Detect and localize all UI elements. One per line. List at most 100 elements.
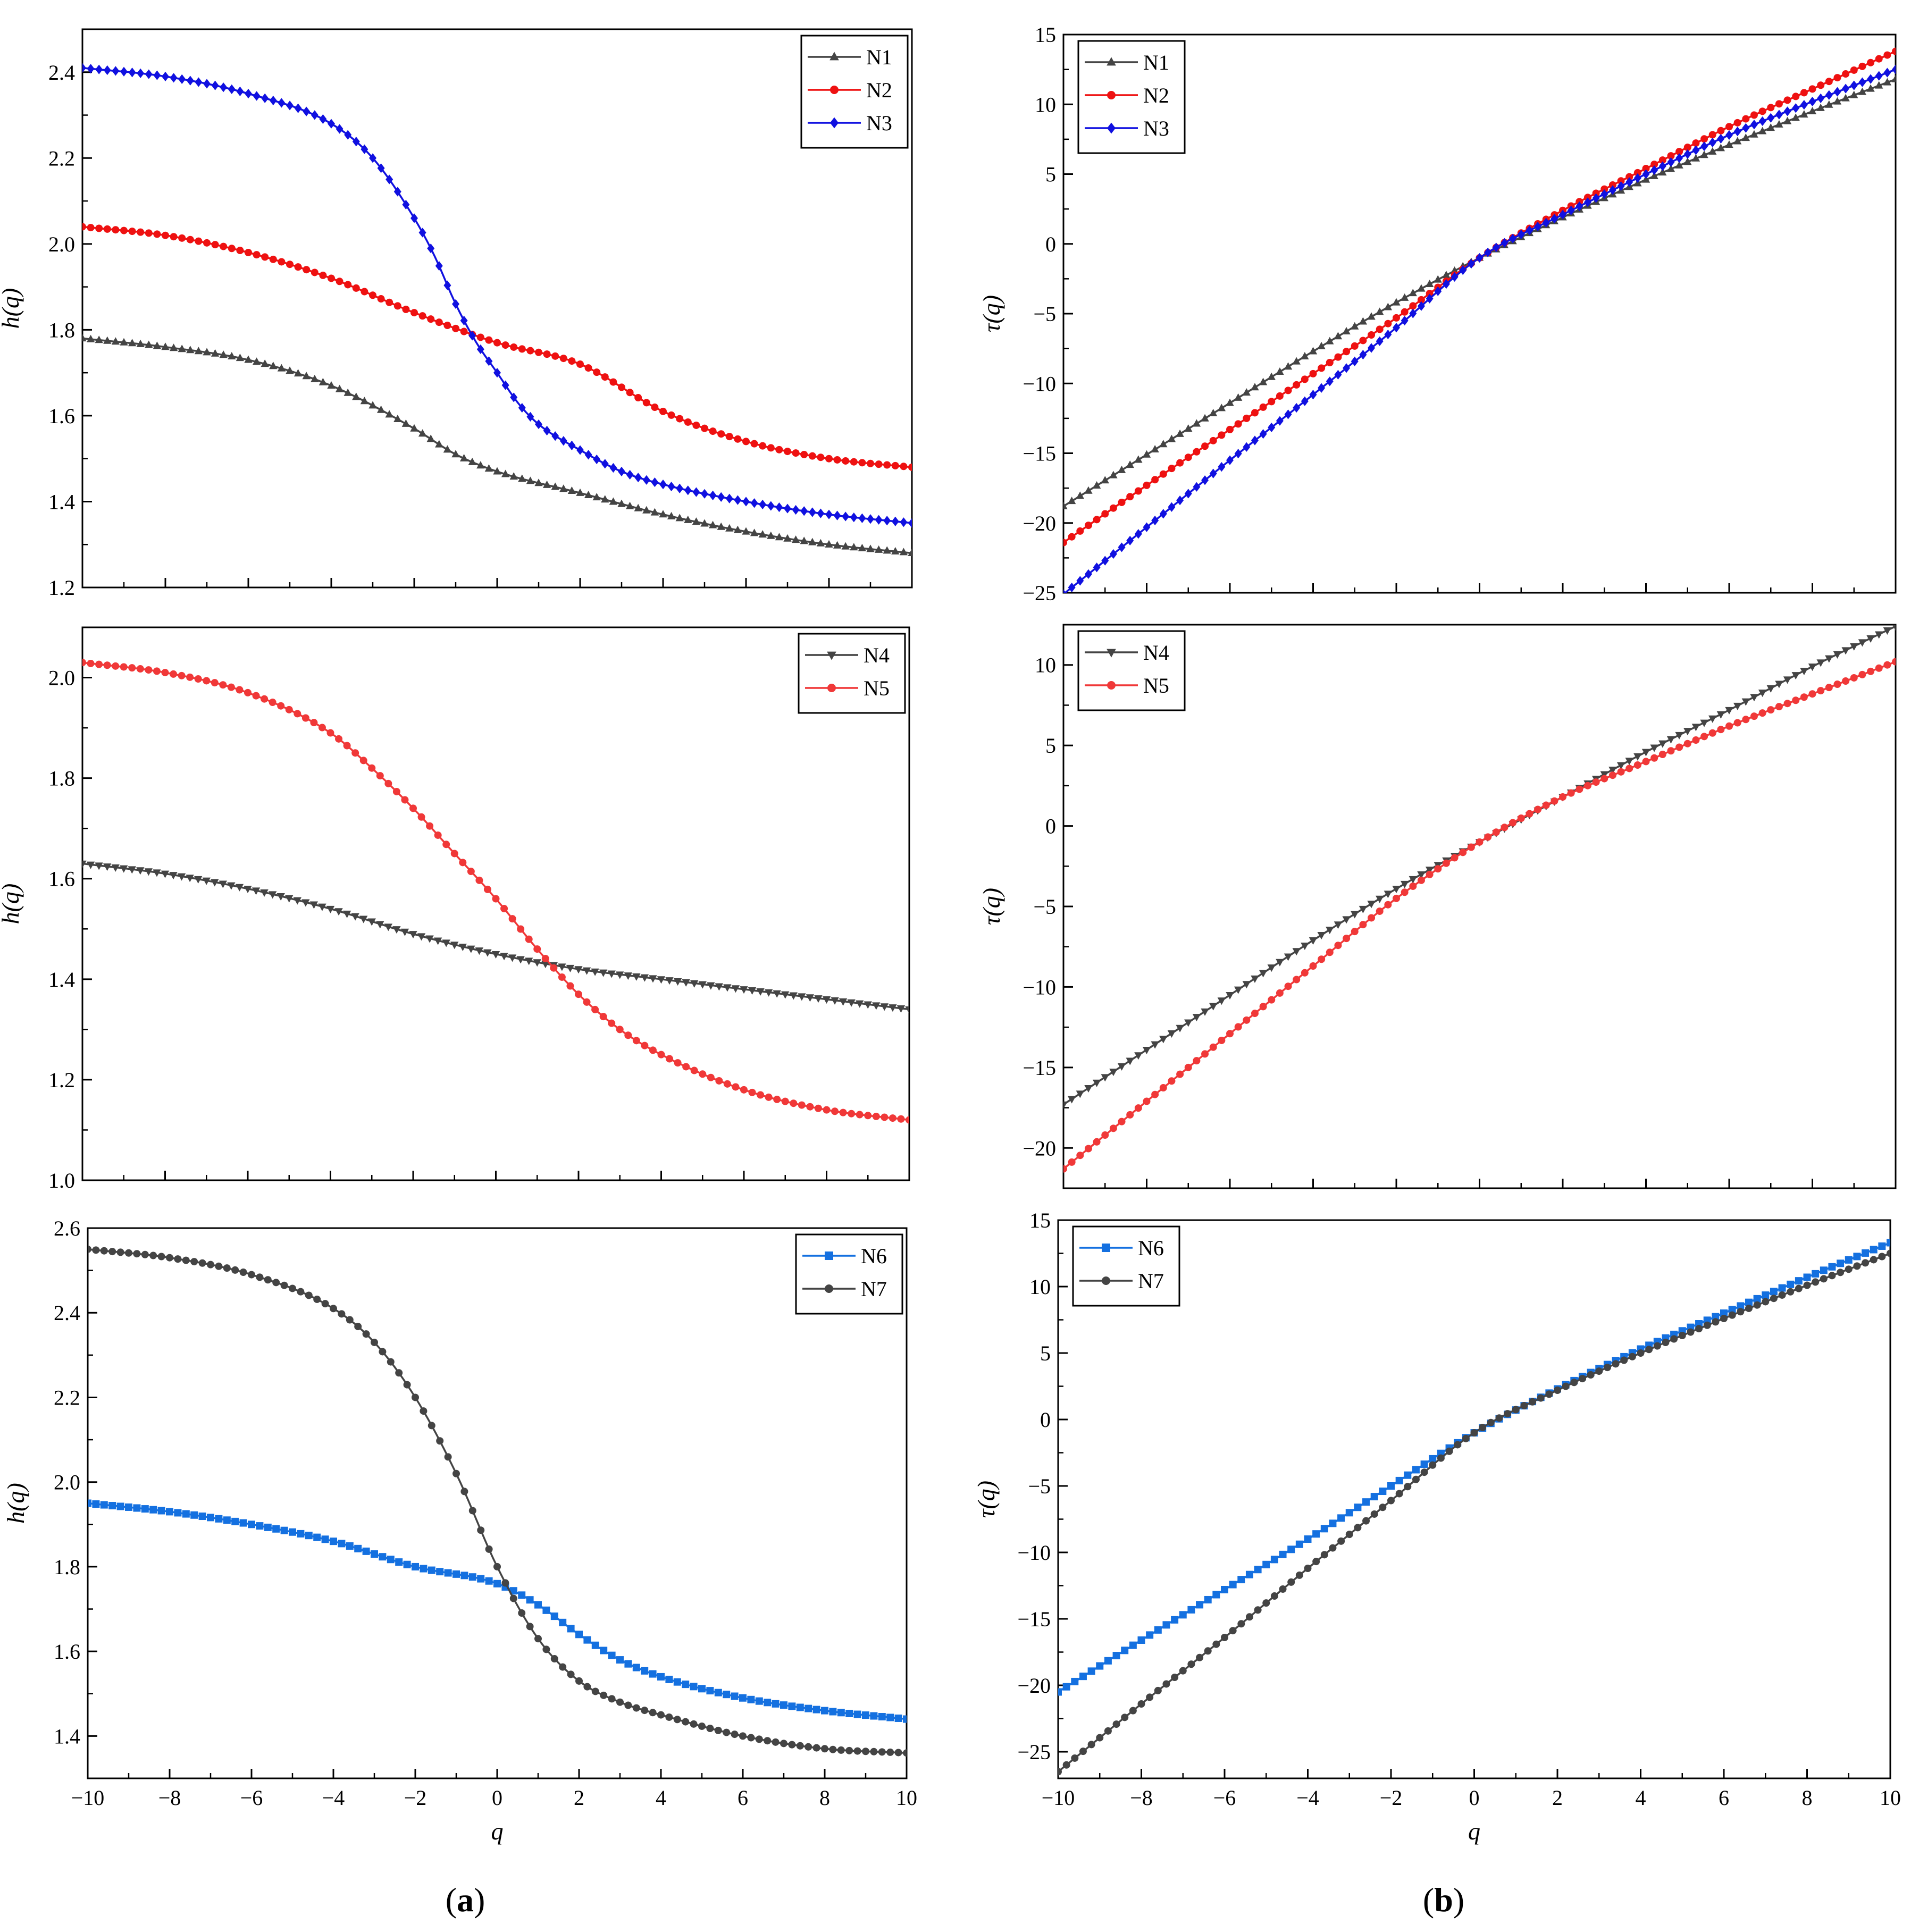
- data-point-n5: [1393, 894, 1400, 902]
- data-point-n6: [1812, 1270, 1820, 1278]
- data-point-n3: [1259, 429, 1267, 439]
- data-point-n4: [1409, 876, 1417, 884]
- data-point-n2: [145, 229, 153, 237]
- data-point-n3: [501, 380, 509, 390]
- data-point-n4: [1209, 1003, 1218, 1011]
- data-point-n7: [632, 1704, 640, 1712]
- data-point-n5: [1542, 801, 1550, 809]
- data-point-n6: [289, 1528, 296, 1536]
- data-point-n5: [765, 1093, 773, 1101]
- data-point-n5: [823, 1106, 831, 1114]
- data-point-n1: [1176, 429, 1184, 437]
- y-axis-title: τ(q): [978, 295, 1005, 332]
- data-point-n5: [442, 841, 450, 849]
- legend-marker: [825, 1284, 833, 1293]
- data-point-n7: [321, 1300, 329, 1308]
- data-point-n5: [1717, 726, 1725, 734]
- data-point-n5: [541, 955, 549, 963]
- data-point-n6: [698, 1685, 706, 1693]
- data-point-n2: [195, 237, 203, 245]
- data-point-n5: [624, 1031, 632, 1039]
- data-point-n3: [153, 70, 161, 80]
- data-point-n5: [790, 1099, 798, 1107]
- data-point-n6: [346, 1542, 354, 1550]
- data-point-n3: [559, 436, 567, 446]
- data-point-n4: [665, 977, 674, 985]
- data-point-n4: [1741, 698, 1750, 706]
- data-point-n4: [450, 942, 459, 950]
- data-point-n4: [1758, 690, 1767, 698]
- y-tick-label: 2.6: [54, 1216, 80, 1240]
- data-point-n7: [649, 1709, 657, 1717]
- data-point-n1: [659, 510, 667, 518]
- data-point-n6: [1795, 1277, 1803, 1285]
- data-point-n1: [1384, 303, 1393, 310]
- data-point-n5: [566, 982, 574, 990]
- data-point-n3: [1301, 396, 1309, 406]
- data-point-n3: [651, 477, 659, 488]
- data-point-n7: [501, 1579, 509, 1587]
- data-point-n2: [220, 242, 228, 250]
- data-point-n7: [1778, 1291, 1786, 1299]
- data-point-n5: [1675, 743, 1683, 751]
- data-point-n5: [740, 1086, 748, 1094]
- data-point-n4: [1850, 643, 1858, 651]
- data-point-n6: [1071, 1677, 1079, 1685]
- legend-box: [795, 1233, 903, 1315]
- data-point-n5: [1833, 681, 1841, 688]
- data-point-n3: [1151, 515, 1159, 526]
- data-point-n5: [153, 667, 161, 675]
- data-point-n3: [1251, 435, 1259, 446]
- data-point-n7: [1678, 1332, 1686, 1340]
- data-point-n1: [567, 486, 576, 494]
- data-point-n7: [1129, 1707, 1137, 1715]
- data-point-n6: [1737, 1302, 1745, 1310]
- data-point-n2: [1426, 290, 1434, 298]
- data-point-n7: [1745, 1304, 1753, 1312]
- data-point-n7: [1312, 1558, 1320, 1566]
- data-point-n7: [1762, 1298, 1770, 1306]
- data-point-n7: [1395, 1490, 1403, 1498]
- data-point-n5: [1063, 1165, 1067, 1173]
- data-point-n1: [601, 495, 609, 503]
- data-point-n1: [261, 359, 269, 367]
- data-point-n6: [665, 1675, 673, 1683]
- data-point-n3: [792, 505, 800, 515]
- data-point-n1: [1725, 140, 1733, 148]
- data-point-n3: [1351, 356, 1359, 366]
- data-point-n5: [1226, 1030, 1234, 1038]
- data-point-n2: [1126, 493, 1134, 501]
- data-point-n5: [690, 1066, 698, 1074]
- data-point-n2: [1276, 392, 1284, 400]
- data-point-n7: [1545, 1390, 1553, 1398]
- data-point-n7: [174, 1255, 182, 1263]
- data-point-n4: [252, 887, 261, 895]
- y-tick-label: 5: [1045, 734, 1056, 758]
- data-point-n1: [277, 364, 286, 372]
- data-point-n6: [1229, 1581, 1237, 1589]
- data-point-n4: [177, 873, 186, 881]
- data-point-n6: [1870, 1246, 1878, 1254]
- data-point-n2: [1318, 364, 1326, 372]
- data-point-n3: [1867, 74, 1875, 84]
- data-point-n5: [475, 876, 483, 884]
- data-point-n4: [740, 986, 748, 994]
- data-point-n3: [883, 516, 891, 526]
- data-point-n3: [1068, 582, 1076, 593]
- data-point-n7: [297, 1288, 305, 1296]
- data-point-n4: [318, 903, 326, 911]
- y-tick-label: 1.6: [48, 404, 75, 428]
- data-point-n7: [1121, 1713, 1129, 1721]
- data-point-n2: [377, 295, 385, 303]
- data-point-n1: [866, 544, 875, 552]
- data-point-n7: [1862, 1259, 1870, 1267]
- data-point-n6: [1845, 1256, 1853, 1264]
- data-point-n6: [256, 1522, 264, 1530]
- data-point-n5: [203, 677, 211, 685]
- data-point-n1: [302, 372, 311, 380]
- data-point-n4: [95, 862, 103, 870]
- data-point-n1: [236, 354, 245, 362]
- y-tick-label: 1.6: [48, 867, 75, 891]
- data-point-n4: [1217, 997, 1226, 1005]
